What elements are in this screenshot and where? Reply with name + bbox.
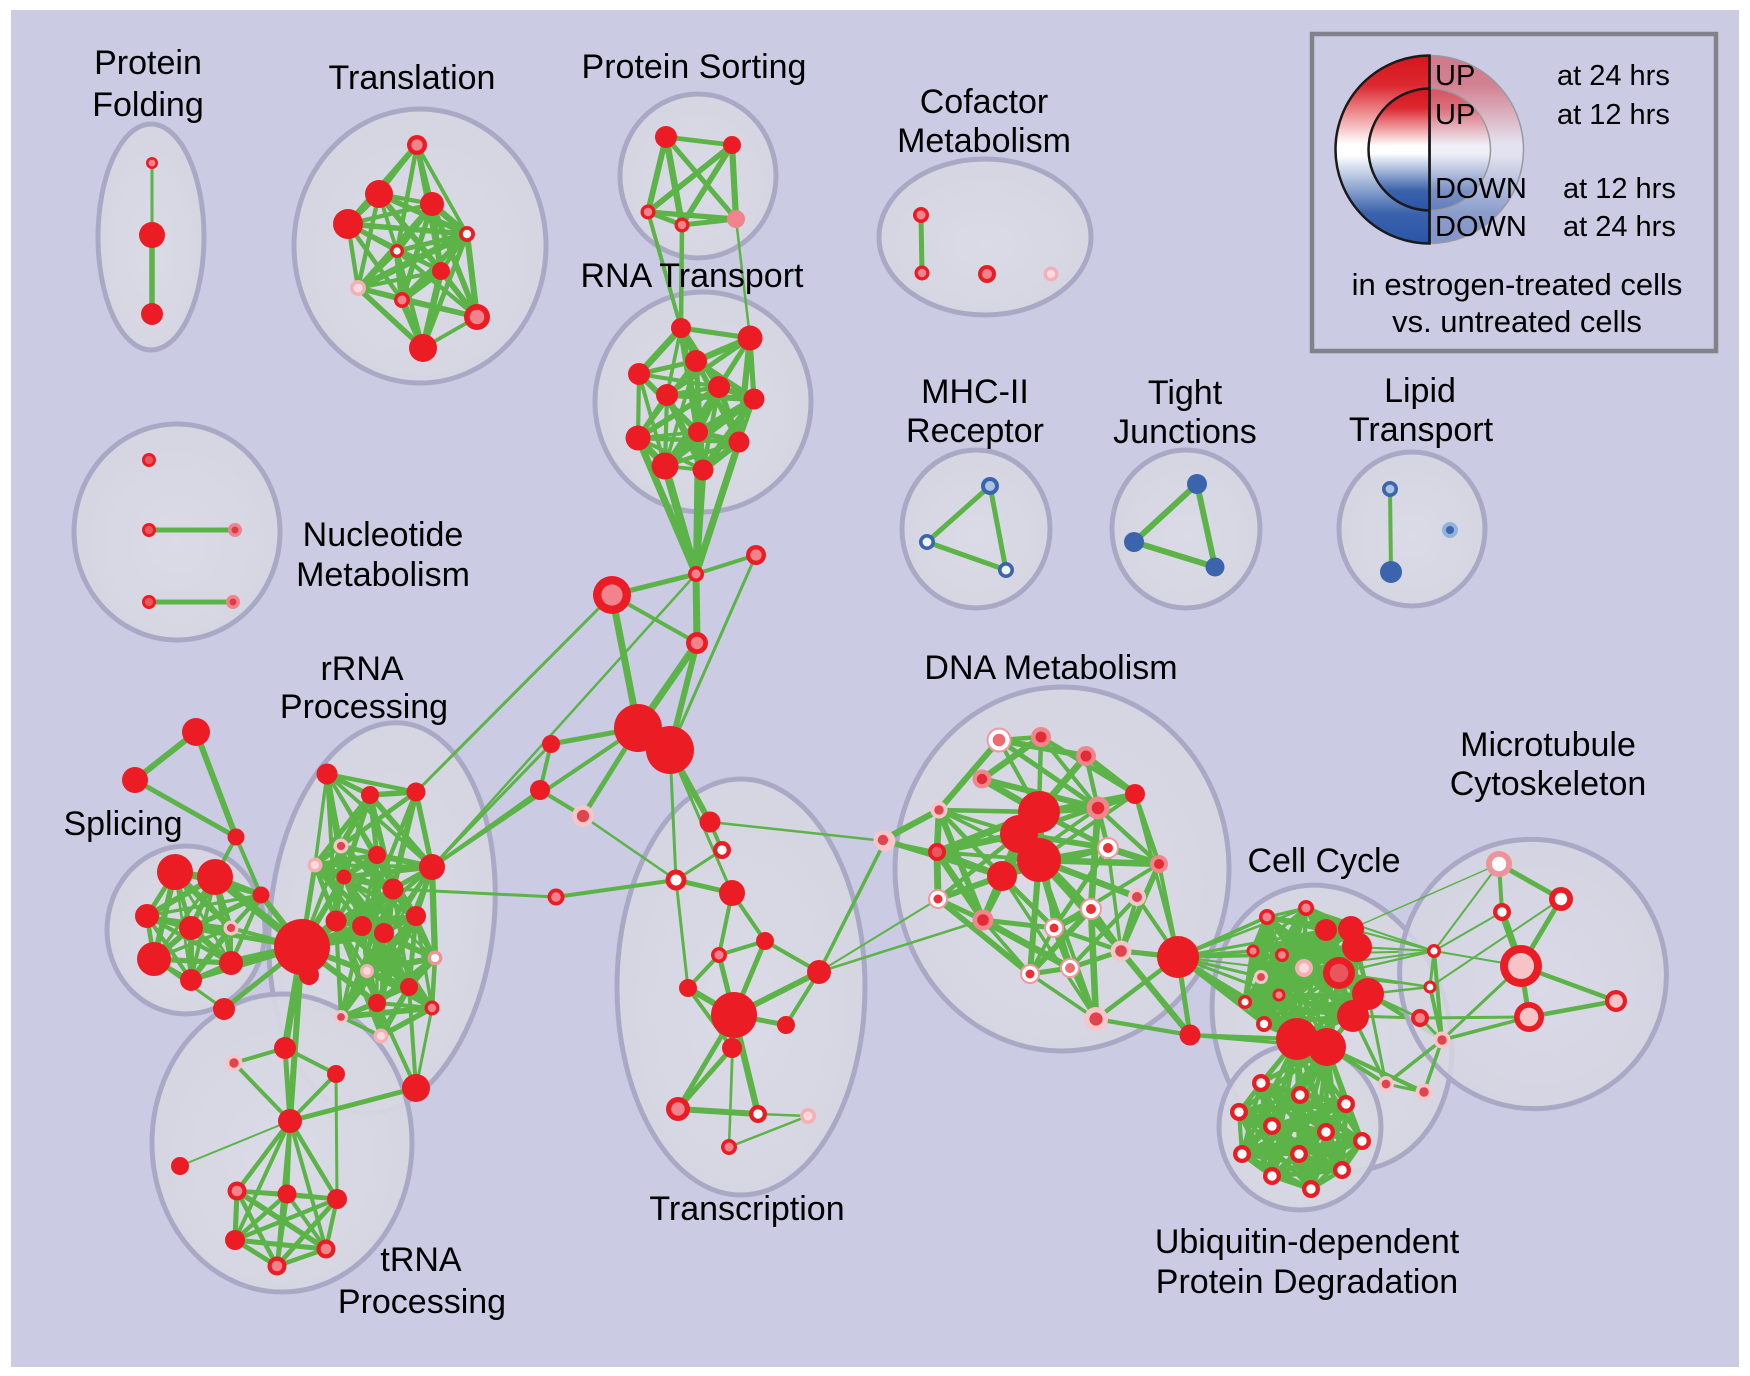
svg-text:DOWN: DOWN <box>1435 173 1527 205</box>
svg-text:Nucleotide: Nucleotide <box>303 516 464 554</box>
svg-text:Cytoskeleton: Cytoskeleton <box>1450 765 1647 803</box>
svg-text:Lipid: Lipid <box>1384 372 1456 410</box>
svg-text:at 24 hrs: at 24 hrs <box>1557 60 1670 92</box>
svg-text:Metabolism: Metabolism <box>296 556 470 594</box>
svg-text:tRNA: tRNA <box>380 1241 462 1279</box>
svg-text:MHC-II: MHC-II <box>921 373 1029 411</box>
svg-text:DOWN: DOWN <box>1435 211 1527 243</box>
svg-text:rRNA: rRNA <box>320 650 403 688</box>
svg-text:Transport: Transport <box>1349 411 1494 449</box>
svg-text:RNA Transport: RNA Transport <box>581 257 805 295</box>
svg-text:DNA Metabolism: DNA Metabolism <box>924 649 1177 687</box>
svg-text:in estrogen-treated cells: in estrogen-treated cells <box>1352 267 1683 302</box>
svg-text:Protein Degradation: Protein Degradation <box>1156 1263 1458 1301</box>
svg-text:Processing: Processing <box>280 688 448 726</box>
svg-text:at 12 hrs: at 12 hrs <box>1563 173 1676 205</box>
svg-text:Translation: Translation <box>329 59 496 97</box>
svg-text:Metabolism: Metabolism <box>897 122 1071 160</box>
svg-text:UP: UP <box>1435 99 1475 131</box>
svg-text:Protein Sorting: Protein Sorting <box>582 48 807 86</box>
svg-text:Junctions: Junctions <box>1113 413 1257 451</box>
svg-text:Microtubule: Microtubule <box>1460 726 1636 764</box>
svg-text:Cofactor: Cofactor <box>920 83 1049 121</box>
svg-text:Ubiquitin-dependent: Ubiquitin-dependent <box>1155 1223 1460 1261</box>
svg-text:Protein: Protein <box>94 44 202 82</box>
svg-text:Folding: Folding <box>92 86 204 124</box>
svg-text:Cell Cycle: Cell Cycle <box>1247 842 1400 880</box>
svg-text:Tight: Tight <box>1148 374 1223 412</box>
svg-text:vs. untreated cells: vs. untreated cells <box>1392 304 1642 339</box>
svg-text:at 12 hrs: at 12 hrs <box>1557 99 1670 131</box>
svg-text:Processing: Processing <box>338 1283 506 1321</box>
svg-text:Transcription: Transcription <box>649 1190 844 1228</box>
svg-text:UP: UP <box>1435 60 1475 92</box>
svg-text:Receptor: Receptor <box>906 412 1044 450</box>
svg-text:Splicing: Splicing <box>63 805 182 843</box>
svg-text:at 24 hrs: at 24 hrs <box>1563 211 1676 243</box>
